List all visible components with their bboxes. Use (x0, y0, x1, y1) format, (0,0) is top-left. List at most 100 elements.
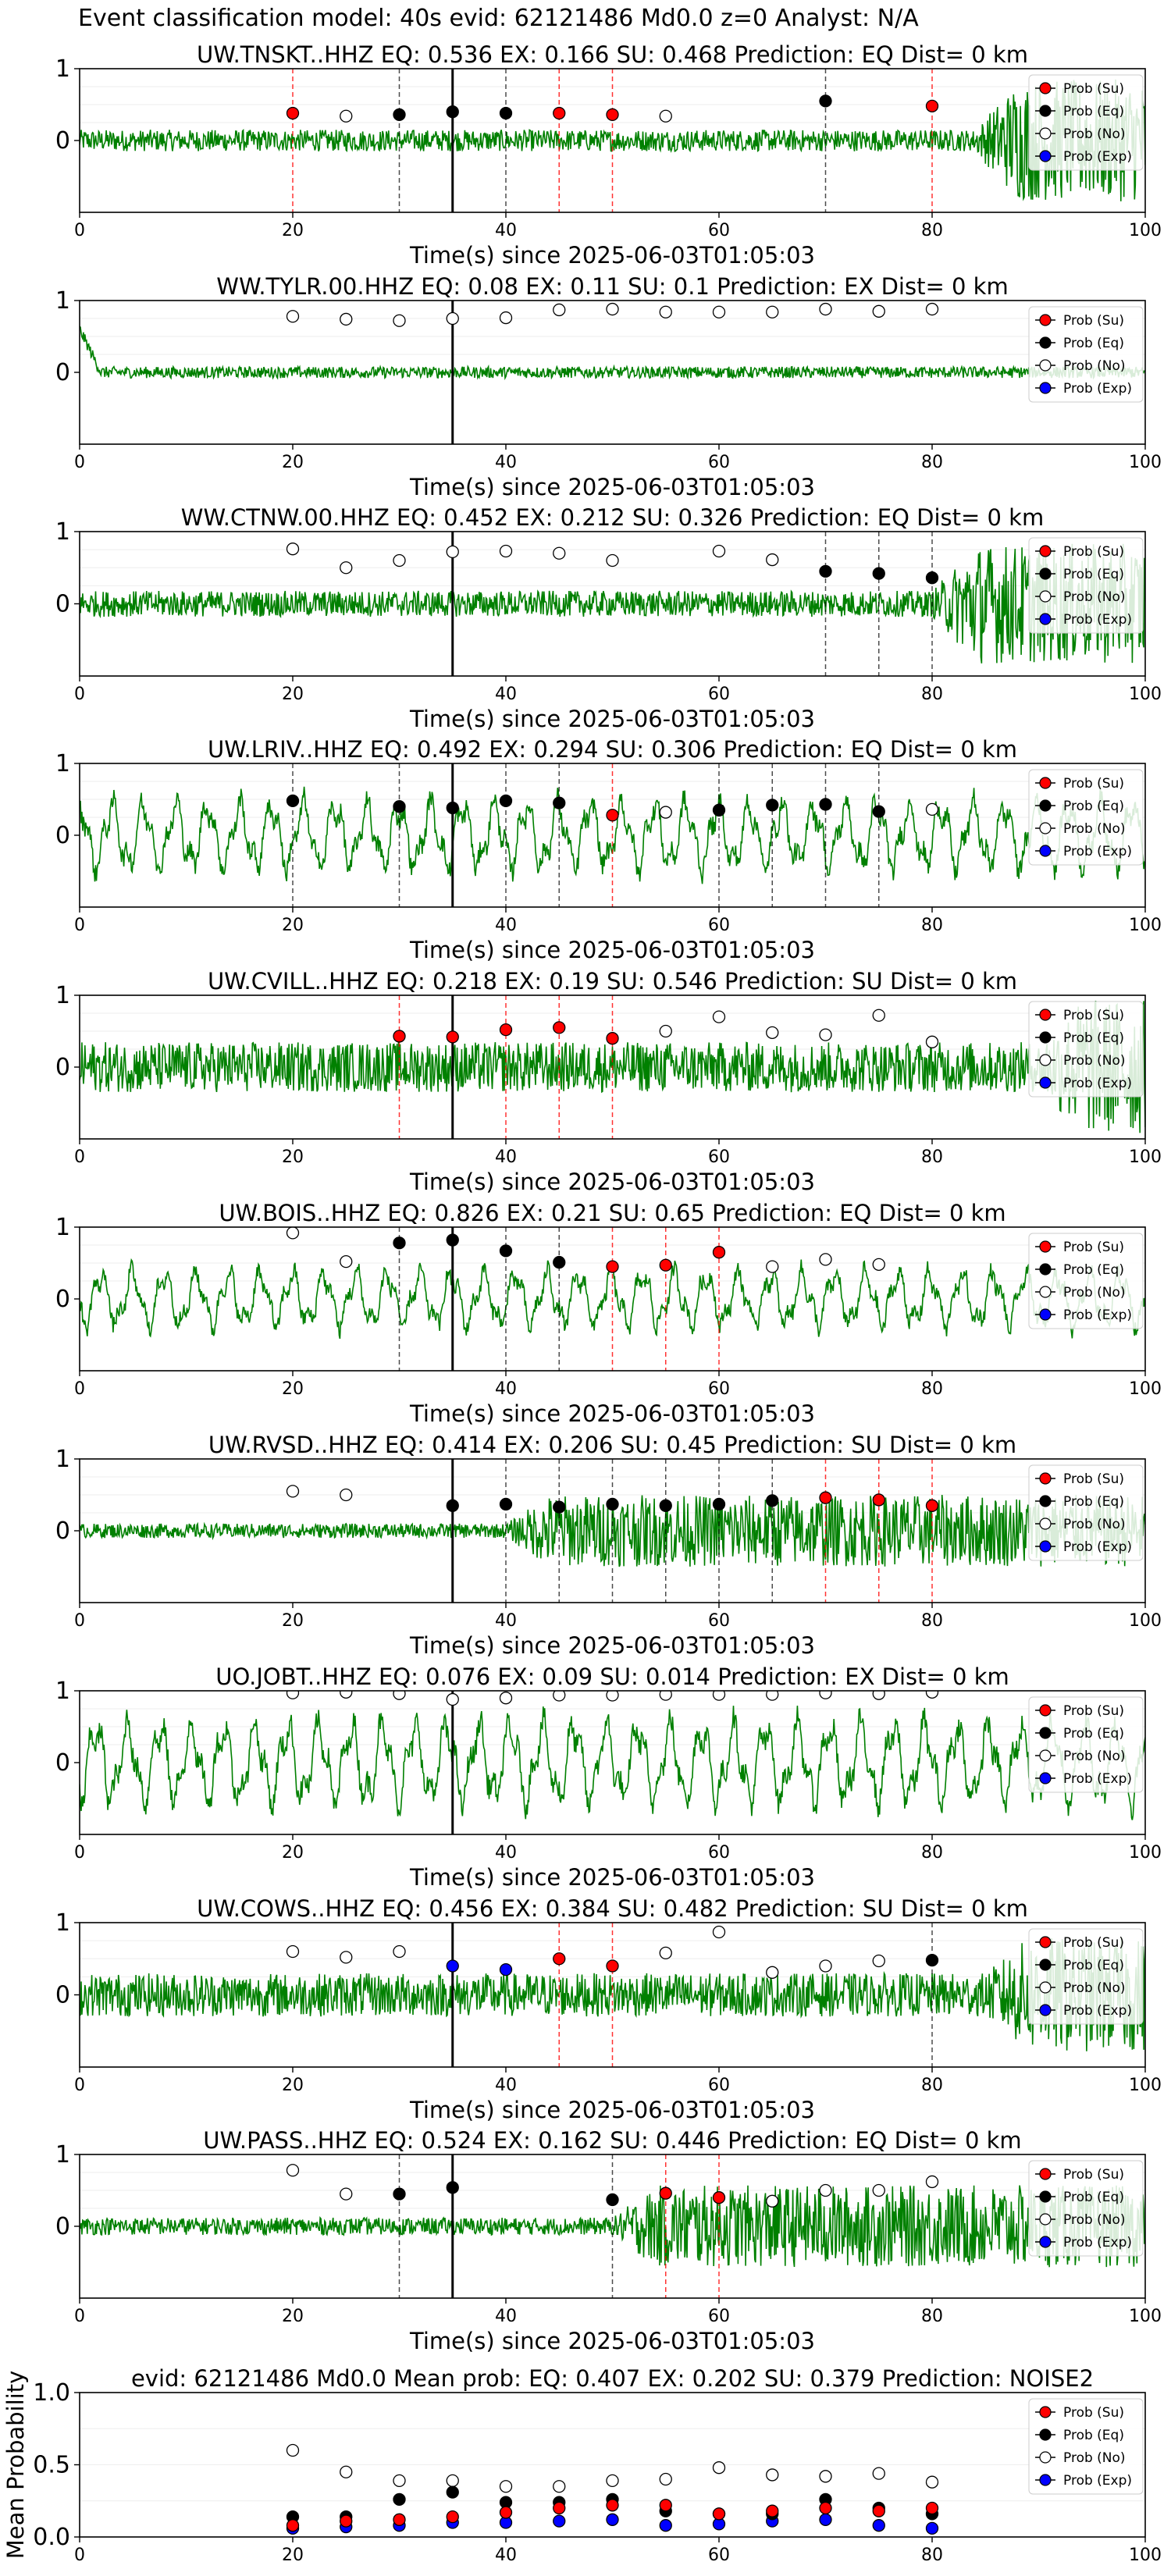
x-tick-label: 80 (921, 1611, 943, 1631)
prob-point-no (393, 314, 406, 327)
prob-point-eq (393, 1236, 406, 1250)
legend-marker (1039, 545, 1052, 557)
legend-marker (1039, 359, 1052, 372)
x-tick-label: 20 (282, 2546, 304, 2565)
x-tick-label: 40 (495, 1379, 517, 1399)
x-tick-label: 0 (74, 2076, 85, 2095)
subplot-9: UW.COWS..HHZ EQ: 0.456 EX: 0.384 SU: 0.4… (55, 1895, 1162, 2123)
y-tick-label: 0.5 (33, 2452, 70, 2479)
prob-point-no (606, 2474, 619, 2488)
legend-label: Prob (No) (1063, 358, 1126, 374)
legend-marker (1039, 1076, 1052, 1089)
prob-point-su (712, 1246, 726, 1259)
prob-point-su (606, 1959, 619, 1973)
legend-label: Prob (Su) (1063, 1471, 1124, 1487)
prob-point-su (659, 2499, 672, 2512)
legend-label: Prob (No) (1063, 1517, 1126, 1532)
prob-point-no (340, 109, 353, 123)
prob-point-no (286, 1691, 300, 1699)
legend-label: Prob (Eq) (1063, 2190, 1124, 2205)
prob-point-no (553, 1691, 566, 1702)
legend-marker (1039, 382, 1052, 394)
prob-point-no (766, 1026, 779, 1039)
prob-point-no (606, 553, 619, 568)
plot-area (80, 532, 1145, 676)
x-tick-label: 60 (708, 2307, 730, 2326)
plot-area (80, 995, 1145, 1139)
prob-point-exp (446, 1959, 459, 1973)
legend-marker (1039, 2406, 1052, 2418)
x-tick-label: 40 (495, 2546, 517, 2565)
prob-point-su (499, 1023, 513, 1037)
legend: Prob (Su) Prob (Eq) Prob (No) Prob (Exp) (1028, 1001, 1144, 1098)
legend-marker (1039, 2213, 1052, 2226)
prob-point-no (659, 109, 672, 123)
legend-label: Prob (Eq) (1063, 799, 1124, 814)
subplot-2: WW.TYLR.00.HHZ EQ: 0.08 EX: 0.11 SU: 0.1… (55, 273, 1162, 500)
x-axis-label: Time(s) since 2025-06-03T01:05:03 (409, 1400, 815, 1427)
prob-point-no (766, 1966, 779, 1979)
x-tick-label: 80 (921, 453, 943, 472)
prob-point-no (819, 1691, 832, 1699)
prob-point-su (819, 2501, 832, 2515)
prob-point-no (340, 1951, 353, 1964)
y-tick-label: 0 (55, 822, 70, 849)
x-tick-label: 60 (708, 2546, 730, 2565)
legend: Prob (Su) Prob (Eq) Prob (No) Prob (Exp) (1028, 1928, 1144, 2025)
prob-point-no (340, 2465, 353, 2478)
x-tick-label: 60 (708, 1379, 730, 1399)
prob-point-no (872, 1691, 885, 1700)
legend-marker (1039, 799, 1052, 812)
y-tick-label: 1 (55, 1214, 70, 1241)
legend-marker (1039, 2428, 1052, 2441)
legend-marker (1039, 822, 1052, 834)
x-tick-label: 60 (708, 221, 730, 240)
legend-label: Prob (Exp) (1063, 149, 1132, 165)
legend-box (1028, 74, 1144, 171)
prob-point-eq (499, 1497, 513, 1511)
legend-label: Prob (No) (1063, 1053, 1126, 1069)
x-tick-label: 100 (1129, 1147, 1162, 1167)
prob-point-no (499, 2480, 513, 2493)
legend-label: Prob (Exp) (1063, 612, 1132, 628)
prob-point-su (606, 108, 619, 122)
x-tick-label: 80 (921, 685, 943, 704)
prob-point-no (393, 1944, 406, 1959)
subplot-4: UW.LRIV..HHZ EQ: 0.492 EX: 0.294 SU: 0.3… (55, 736, 1162, 963)
legend-marker (1039, 1540, 1052, 1553)
prob-point-su (925, 1499, 939, 1512)
prob-point-su (872, 1493, 885, 1507)
legend: Prob (Su) Prob (Eq) Prob (No) Prob (Exp) (1028, 537, 1144, 634)
plot-area (80, 1459, 1145, 1603)
waveform-trace (80, 543, 1145, 664)
subplot-title: UW.PASS..HHZ EQ: 0.524 EX: 0.162 SU: 0.4… (203, 2127, 1021, 2154)
prob-point-su (659, 2186, 672, 2200)
legend-label: Prob (Eq) (1063, 1262, 1124, 1278)
prob-point-su (872, 2504, 885, 2517)
prob-point-su (286, 2519, 300, 2532)
legend-label: Prob (No) (1063, 2212, 1126, 2228)
x-axis-label: Time(s) since 2025-06-03T01:05:03 (409, 2097, 815, 2123)
legend-box (1028, 1928, 1144, 2025)
x-tick-label: 0 (74, 1147, 85, 1167)
prob-point-no (819, 2470, 832, 2483)
x-tick-label: 20 (282, 1147, 304, 1167)
y-tick-label: 1 (55, 518, 70, 546)
legend-label: Prob (No) (1063, 2450, 1126, 2466)
y-tick-label: 1.0 (33, 2379, 70, 2407)
prob-point-su (446, 1030, 459, 1044)
subplot-title: UW.TNSKT..HHZ EQ: 0.536 EX: 0.166 SU: 0.… (197, 41, 1028, 68)
legend-marker (1039, 1495, 1052, 1507)
prob-point-su (925, 99, 939, 112)
prob-point-no (712, 1925, 726, 1939)
prob-point-no (446, 311, 459, 326)
legend: Prob (Su) Prob (Eq) Prob (No) Prob (Exp) (1028, 1464, 1144, 1561)
prob-point-eq (925, 571, 939, 585)
x-tick-label: 80 (921, 1147, 943, 1167)
x-tick-label: 0 (74, 2546, 85, 2565)
x-tick-label: 100 (1129, 2546, 1162, 2565)
x-tick-label: 40 (495, 221, 517, 240)
legend-box (1028, 2160, 1144, 2257)
prob-point-no (286, 310, 300, 323)
